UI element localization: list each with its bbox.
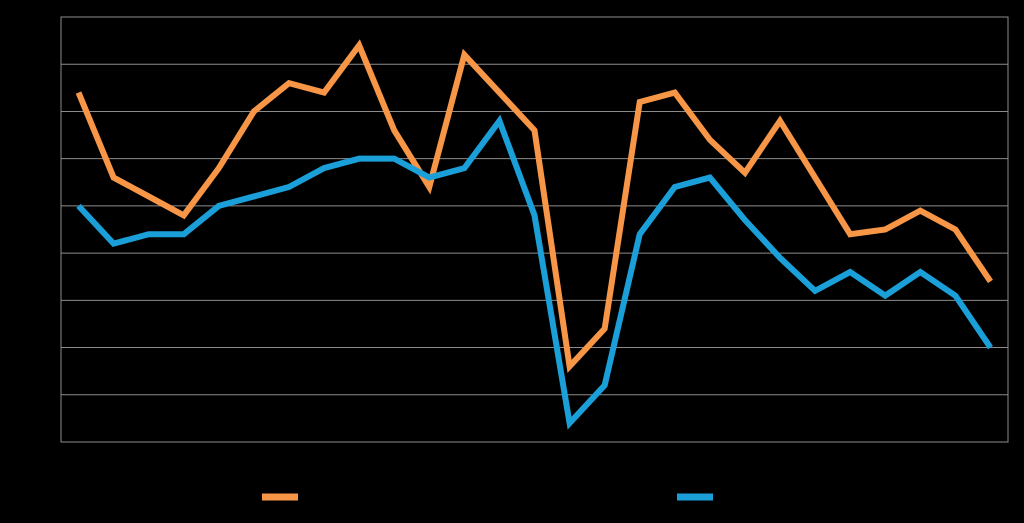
series-line bbox=[75, 39, 993, 374]
plot-border bbox=[60, 16, 1009, 443]
series-line bbox=[76, 114, 993, 430]
